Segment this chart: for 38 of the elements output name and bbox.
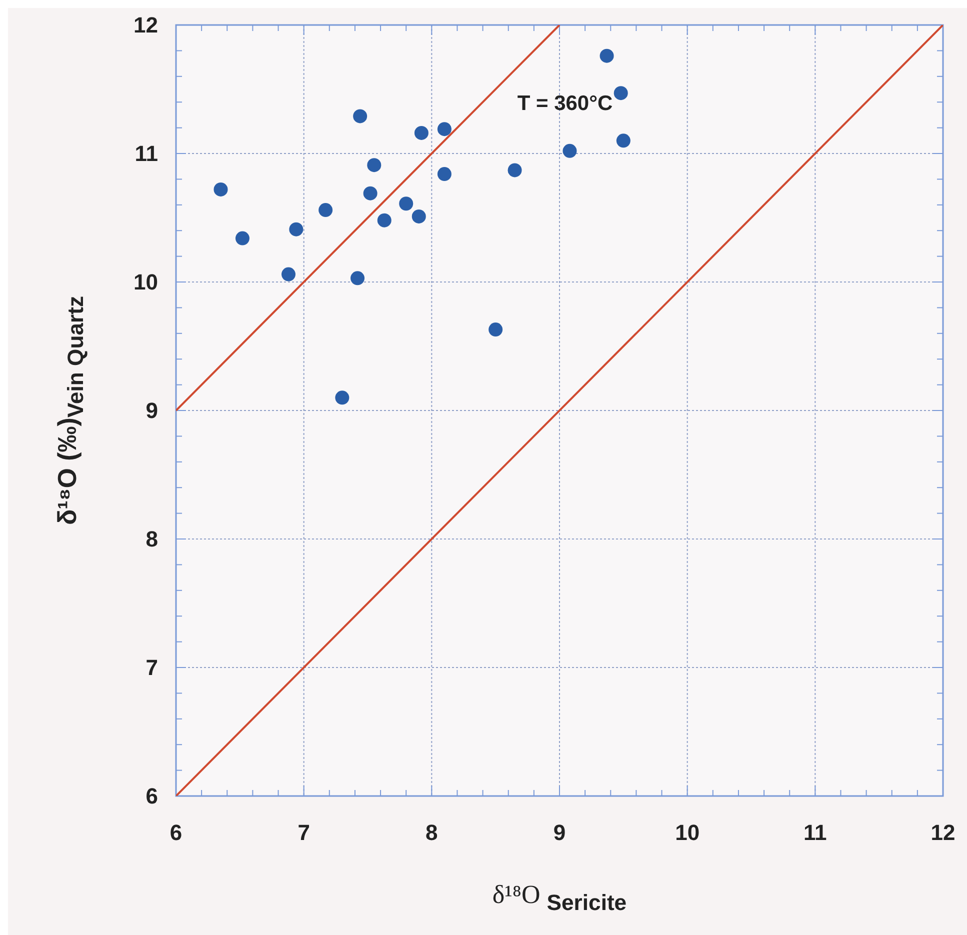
x-tick-label: 10 [675, 820, 700, 845]
point [335, 390, 350, 405]
point [437, 167, 452, 182]
x-tick-label: 7 [298, 820, 310, 845]
point [235, 231, 250, 246]
x-tick-label: 8 [426, 820, 438, 845]
point [614, 86, 628, 100]
y-tick-label: 12 [134, 12, 158, 38]
x-axis-title: δ¹⁸O $_{Sericite}$ [492, 880, 627, 915]
point [414, 126, 428, 140]
x-tick-label: 9 [553, 820, 566, 845]
point [616, 134, 630, 148]
point [488, 322, 503, 337]
x-tick-label: 6 [170, 820, 182, 845]
x-tick-label: 11 [804, 820, 827, 845]
point [399, 196, 414, 211]
point [353, 109, 368, 124]
annotation: T = 360°C [517, 92, 613, 116]
y-tick-label: 10 [134, 270, 158, 295]
point [562, 144, 577, 158]
point [412, 209, 426, 224]
y-tick-label: 11 [134, 141, 158, 166]
point [508, 163, 522, 178]
point [214, 182, 228, 196]
point [377, 213, 392, 228]
point [367, 158, 382, 172]
point [363, 186, 378, 200]
point [600, 48, 614, 63]
y-tick-label: 8 [146, 526, 158, 552]
point [281, 267, 296, 282]
point [289, 222, 304, 236]
point [318, 203, 333, 218]
x-tick-label: 12 [930, 820, 956, 845]
point [437, 122, 452, 136]
y-tick-label: 7 [146, 655, 158, 680]
point [350, 271, 365, 286]
y-tick-label: 6 [146, 784, 158, 809]
y-tick-label: 9 [146, 398, 158, 424]
